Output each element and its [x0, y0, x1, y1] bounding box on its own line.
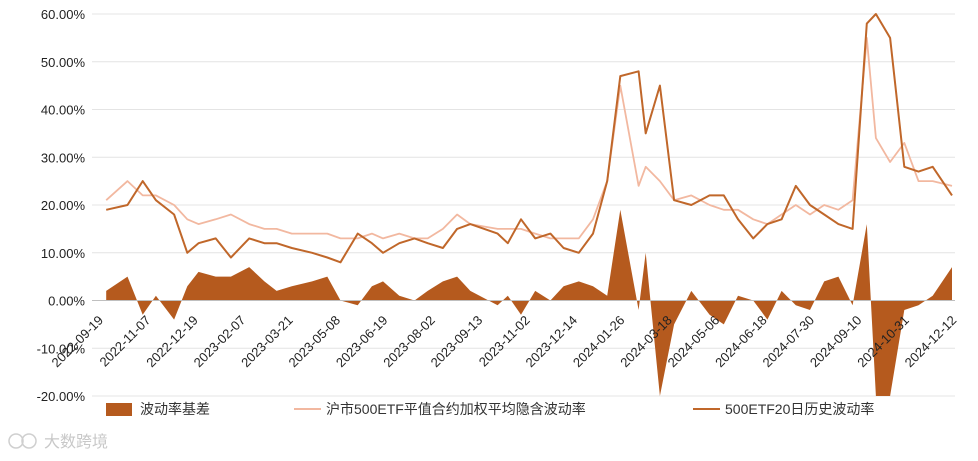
watermark-text: 大数跨境 — [44, 432, 108, 451]
y-tick-label: -20.00% — [37, 389, 86, 404]
legend-label: 沪市500ETF平值合约加权平均隐含波动率 — [326, 401, 586, 417]
series-line-historical-vol — [105, 13, 953, 264]
series-line-implied-vol — [105, 37, 953, 240]
y-tick-label: 50.00% — [41, 55, 86, 70]
legend-item-implied-vol: 沪市500ETF平值合约加权平均隐含波动率 — [294, 401, 586, 417]
y-tick-label: 0.00% — [48, 294, 85, 309]
y-tick-label: -10.00% — [37, 341, 86, 356]
y-tick-label: 10.00% — [41, 246, 86, 261]
basis-area-layer — [106, 209, 952, 396]
y-tick-label: 60.00% — [41, 7, 86, 22]
y-tick-label: 20.00% — [41, 198, 86, 213]
legend-item-basis: 波动率基差 — [106, 401, 210, 417]
y-tick-label: 40.00% — [41, 103, 86, 118]
legend-item-historical-vol: 500ETF20日历史波动率 — [693, 401, 874, 417]
x-tick-label: 2024-12-12 — [902, 313, 960, 371]
x-tick-label: 2023-09-13 — [428, 313, 486, 371]
series-area-basis — [106, 209, 952, 396]
watermark: 大数跨境 — [8, 432, 108, 451]
watermark-logo-icon — [8, 433, 24, 449]
y-axis: -20.00% -10.00% 0.00% 10.00% 20.00% 30.00% 40.… — [37, 7, 86, 404]
y-tick-label: 30.00% — [41, 150, 86, 165]
watermark-logo-icon-ring — [21, 433, 37, 449]
legend-label: 波动率基差 — [140, 401, 210, 417]
volatility-lines-layer — [105, 13, 953, 264]
x-axis: 2022-09-192022-11-072022-12-192023-02-07… — [48, 300, 960, 371]
legend-label: 500ETF20日历史波动率 — [725, 401, 874, 417]
legend-swatch — [106, 403, 132, 416]
legend: 波动率基差 沪市500ETF平值合约加权平均隐含波动率 500ETF20日历史波动率 — [106, 401, 874, 417]
